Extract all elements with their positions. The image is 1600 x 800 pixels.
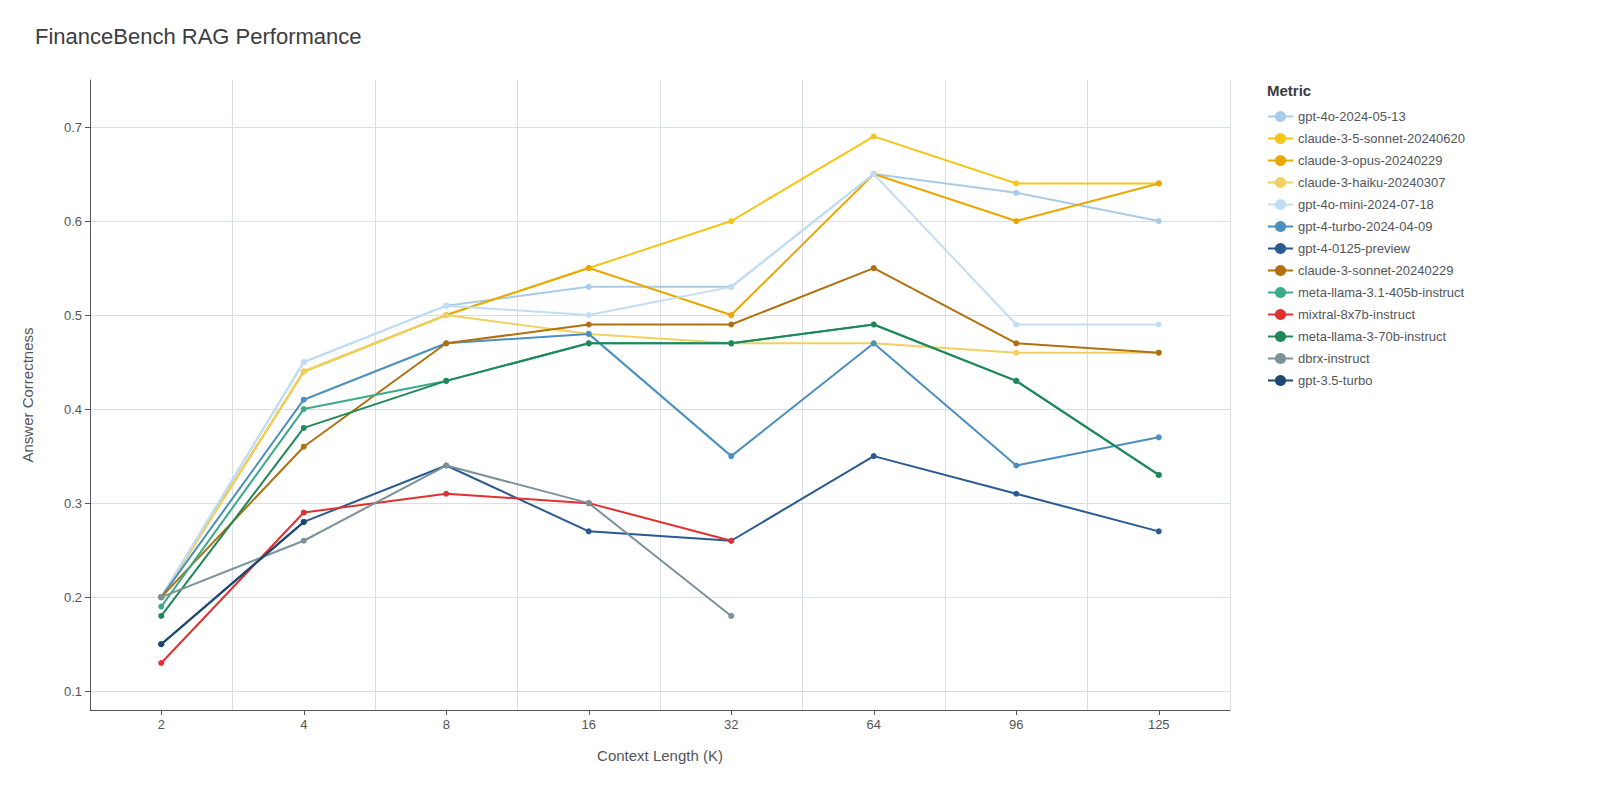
svg-text:claude-3-haiku-20240307: claude-3-haiku-20240307 [1298, 175, 1445, 190]
svg-text:meta-llama-3-70b-instruct: meta-llama-3-70b-instruct [1298, 329, 1446, 344]
svg-text:FinanceBench RAG Performance: FinanceBench RAG Performance [35, 24, 362, 49]
svg-text:4: 4 [300, 717, 307, 732]
svg-text:dbrx-instruct: dbrx-instruct [1298, 351, 1370, 366]
svg-text:0.6: 0.6 [64, 214, 82, 229]
svg-text:125: 125 [1148, 717, 1170, 732]
svg-text:mixtral-8x7b-instruct: mixtral-8x7b-instruct [1298, 307, 1415, 322]
svg-text:0.1: 0.1 [64, 684, 82, 699]
svg-text:16: 16 [582, 717, 596, 732]
svg-text:0.7: 0.7 [64, 120, 82, 135]
svg-text:claude-3-sonnet-20240229: claude-3-sonnet-20240229 [1298, 263, 1453, 278]
svg-text:gpt-3.5-turbo: gpt-3.5-turbo [1298, 373, 1372, 388]
svg-text:0.5: 0.5 [64, 308, 82, 323]
svg-text:64: 64 [867, 717, 881, 732]
svg-text:gpt-4o-mini-2024-07-18: gpt-4o-mini-2024-07-18 [1298, 197, 1434, 212]
svg-text:0.3: 0.3 [64, 496, 82, 511]
svg-text:8: 8 [443, 717, 450, 732]
svg-text:0.4: 0.4 [64, 402, 82, 417]
svg-text:Metric: Metric [1267, 82, 1311, 99]
svg-text:gpt-4-0125-preview: gpt-4-0125-preview [1298, 241, 1411, 256]
svg-text:Answer Correctness: Answer Correctness [19, 327, 36, 462]
svg-text:0.2: 0.2 [64, 590, 82, 605]
svg-text:claude-3-5-sonnet-20240620: claude-3-5-sonnet-20240620 [1298, 131, 1465, 146]
svg-text:96: 96 [1009, 717, 1023, 732]
svg-text:meta-llama-3.1-405b-instruct: meta-llama-3.1-405b-instruct [1298, 285, 1465, 300]
svg-text:32: 32 [724, 717, 738, 732]
svg-text:gpt-4o-2024-05-13: gpt-4o-2024-05-13 [1298, 109, 1406, 124]
svg-text:claude-3-opus-20240229: claude-3-opus-20240229 [1298, 153, 1443, 168]
svg-text:gpt-4-turbo-2024-04-09: gpt-4-turbo-2024-04-09 [1298, 219, 1432, 234]
svg-text:2: 2 [158, 717, 165, 732]
svg-text:Context Length (K): Context Length (K) [597, 747, 723, 764]
